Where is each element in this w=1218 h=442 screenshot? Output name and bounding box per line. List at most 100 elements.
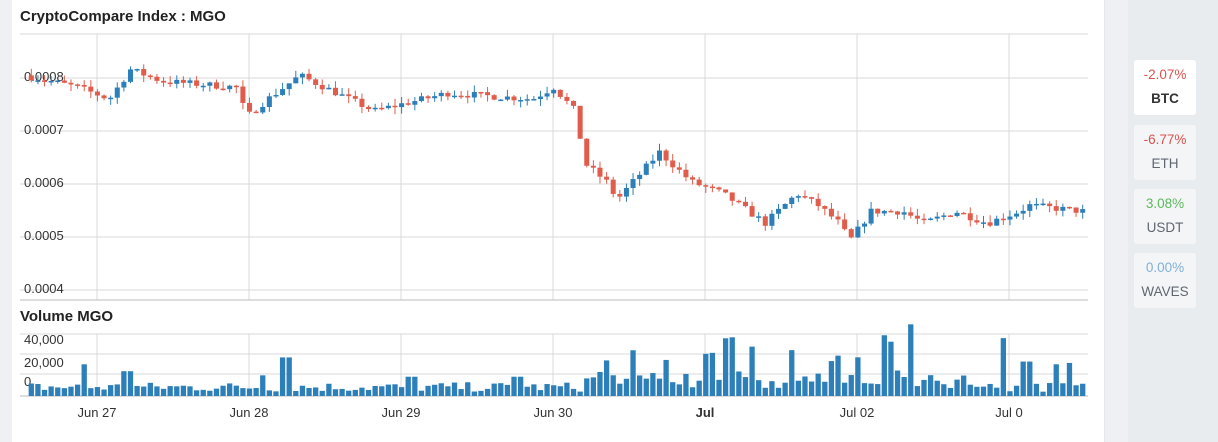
volume-bar [385,384,392,396]
candle-body [1014,213,1020,217]
volume-bar [1080,383,1086,396]
volume-bar [174,386,180,396]
volume-bar [861,383,868,396]
coin-change: 0.00% [1145,260,1185,275]
volume-bar [61,388,68,396]
candle-body [564,96,570,101]
coin-eth[interactable]: -6.77% ETH [1134,125,1196,180]
volume-bar [921,379,927,396]
candle-body [663,150,669,161]
volume-bar [81,364,87,396]
candle-body [690,177,696,180]
candle-body [531,99,537,101]
volume-tick-label: 40,000 [24,332,64,347]
candle-body [987,222,993,226]
volume-bar [1000,338,1006,396]
candle-body [809,197,815,199]
candle-body [187,80,193,83]
volume-bar [894,370,901,396]
candle-body [1066,206,1072,209]
volume-bar [193,390,200,396]
volume-bar [425,385,431,396]
volume-bar [676,384,682,396]
volume-bar [200,389,206,396]
candle-body [544,93,550,97]
candle-body [299,73,305,78]
candle-body [895,211,901,215]
volume-bar [597,372,603,396]
candle-body [676,167,682,170]
candle-body [332,87,338,96]
candle-body [954,212,960,216]
candle-body [465,95,471,98]
candle-body [604,176,610,180]
candle-body [174,79,180,84]
candle-body [253,111,259,114]
candle-body [75,84,81,86]
volume-bar [147,382,153,396]
volume-bar [947,387,954,396]
volume-bar [1007,391,1013,396]
volume-bar [901,376,907,396]
candle-body [828,208,834,217]
candle-body [623,187,629,197]
candle-body [769,213,775,226]
candle-body [233,85,239,88]
volume-bar [339,388,345,396]
price-volume-chart[interactable]: 0.0008 0.0007 0.0006 0.0005 0.0004 40,000 20,0… [12,0,1104,442]
candle-body [742,201,748,207]
volume-bar [610,375,616,396]
volume-bar [445,386,451,396]
volume-bar [207,390,213,396]
coin-waves[interactable]: 0.00% WAVES [1134,253,1196,308]
volume-bar [432,384,438,396]
coin-usdt[interactable]: 3.08% USDT [1134,189,1196,244]
coin-change: 3.08% [1145,196,1185,211]
volume-bar [914,386,921,396]
candle-body [577,105,583,139]
volume-bar [405,376,411,396]
coin-btc[interactable]: -2.07% BTC [1134,60,1196,115]
volume-bar [187,386,193,396]
candle-body [451,95,458,98]
candle-body [141,69,147,76]
candle-body [101,95,107,99]
volume-bar [537,390,544,396]
chart-title: CryptoCompare Index : MGO [20,8,226,25]
candle-body [861,223,867,227]
candle-body [557,89,563,97]
candle-body [974,220,980,223]
volume-bar [769,381,775,396]
candle-body [928,218,934,221]
volume-bar [346,390,352,396]
candle-body [1000,218,1006,221]
volume-bar [630,350,636,396]
volume-bar [418,390,425,396]
volume-bar [961,375,967,396]
candle-body [881,210,887,214]
candle-body [789,197,795,204]
candle-body [1080,209,1086,213]
volume-bar [742,377,749,396]
candle-body [167,82,173,85]
candle-body [842,219,848,230]
volume-bar [101,389,107,396]
volume-bar [716,379,722,396]
candle-body [227,85,233,90]
volume-bar [438,383,444,396]
candle-body [154,76,160,81]
candle-body [498,99,504,102]
volume-bar [709,352,716,396]
candle-body [875,208,881,214]
volume-bar [1013,385,1020,396]
price-tick-label: 0.0004 [24,281,64,296]
candle-body [200,85,206,88]
volume-bar [822,381,828,396]
volume-bar [465,382,471,396]
candle-body [471,92,477,98]
volume-bar [372,386,378,396]
candle-body [207,82,213,86]
volume-bar [927,375,934,396]
volume-bar [114,384,120,396]
candle-body [888,210,894,213]
